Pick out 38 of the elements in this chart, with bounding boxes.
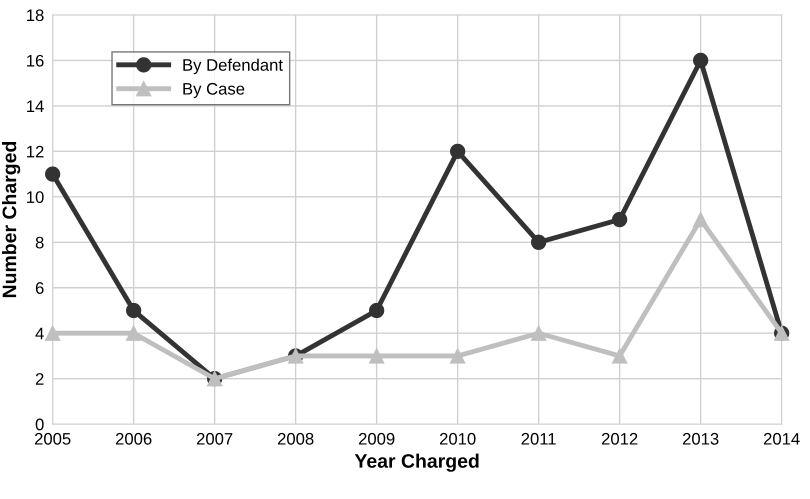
point (531, 326, 546, 341)
x-tick-label: 2011 (522, 432, 556, 445)
x-tick-label: 2012 (602, 432, 638, 445)
y-tick-label: 14 (27, 100, 44, 112)
point (45, 326, 60, 341)
x-axis-title: Year Charged (354, 454, 479, 472)
point (693, 52, 708, 68)
x-tick-label: 2007 (196, 432, 232, 445)
x-tick-label: 2006 (116, 432, 152, 445)
x-tick-label: 2013 (682, 432, 718, 445)
point (369, 348, 384, 364)
point (126, 302, 142, 318)
point (612, 212, 628, 228)
x-tick-label: 2005 (34, 432, 70, 445)
y-tick-label: 4 (35, 328, 44, 340)
y-tick-label: 18 (27, 9, 44, 22)
y-tick-label: 0 (36, 418, 44, 430)
point (450, 144, 466, 160)
point (612, 348, 628, 364)
y-tick-label: 16 (27, 54, 44, 67)
y-tick-label: 2 (36, 373, 44, 385)
y-tick-label: 10 (27, 191, 44, 204)
x-tick-label: 2014 (764, 432, 800, 445)
y-tick-label: 8 (36, 236, 44, 248)
x-tick-label: 2008 (278, 432, 314, 445)
legend-label: By Defendant (183, 58, 283, 74)
point (369, 302, 384, 318)
point (531, 234, 546, 250)
y-axis-title: Number Charged (2, 142, 20, 298)
point (126, 326, 142, 341)
point (693, 212, 708, 228)
point (45, 166, 60, 182)
legend-label: By Case (183, 82, 244, 98)
point (450, 348, 466, 364)
x-tick-label: 2009 (358, 432, 394, 445)
y-tick-label: 12 (27, 146, 44, 158)
x-tick-label: 2010 (440, 432, 476, 445)
y-tick-label: 6 (36, 282, 44, 294)
